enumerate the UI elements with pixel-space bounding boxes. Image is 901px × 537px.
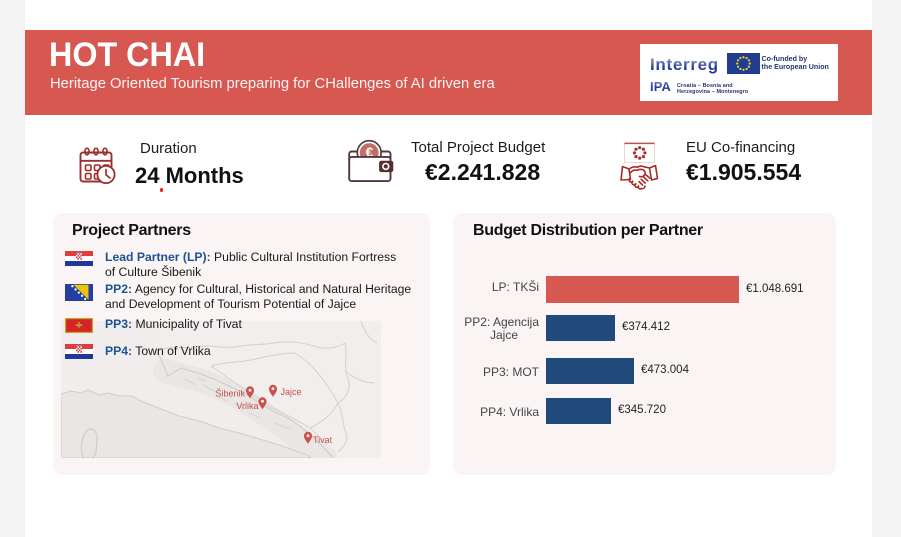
- svg-text:€: €: [366, 145, 374, 160]
- svg-text:Tivat: Tivat: [313, 435, 333, 445]
- svg-text:Šibenik: Šibenik: [215, 389, 245, 399]
- svg-text:Vrlika: Vrlika: [236, 401, 258, 411]
- svg-text:Jajce: Jajce: [281, 387, 302, 397]
